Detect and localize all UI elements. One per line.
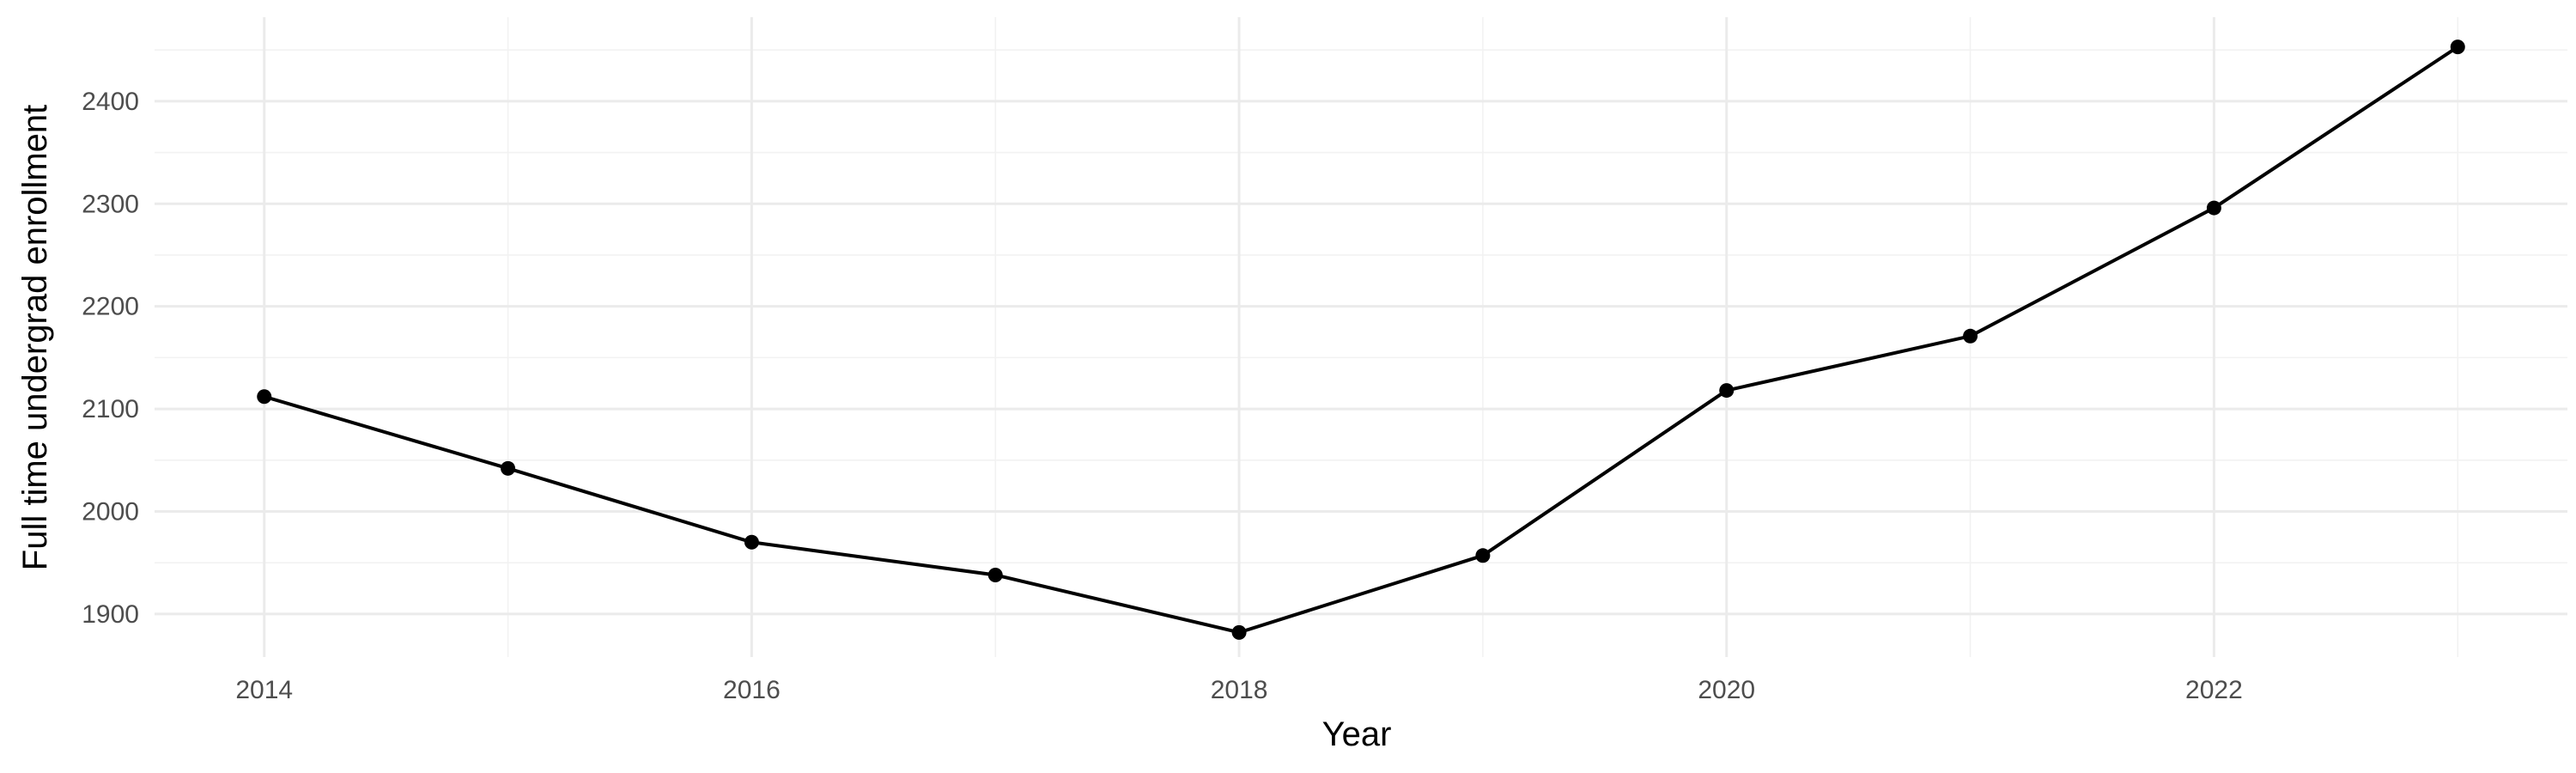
x-tick-label: 2016 — [723, 676, 781, 704]
x-axis-title: Year — [1322, 715, 1392, 753]
data-point — [1963, 328, 1978, 344]
series-layer — [257, 40, 2465, 640]
y-tick-label: 2000 — [82, 497, 139, 526]
y-axis-title: Full time undergrad enrollment — [16, 105, 54, 570]
x-tick-label: 2014 — [235, 676, 293, 704]
x-tick-label: 2020 — [1698, 676, 1755, 704]
data-point — [1719, 383, 1735, 399]
data-point — [2206, 200, 2221, 216]
x-tick-label: 2018 — [1211, 676, 1268, 704]
y-tick-label: 1900 — [82, 600, 139, 629]
y-tick-label: 2300 — [82, 190, 139, 218]
y-tick-label: 2200 — [82, 293, 139, 321]
y-tick-label: 2400 — [82, 88, 139, 116]
y-axis-tick-labels: 1900 2000 2100 2200 2300 2400 — [82, 88, 139, 629]
y-tick-label: 2100 — [82, 395, 139, 423]
minor-gridlines — [155, 17, 2567, 657]
x-axis-tick-labels: 2014 2016 2018 2020 2022 — [235, 676, 2242, 704]
data-point — [744, 534, 759, 550]
data-point — [1475, 548, 1491, 563]
data-point — [257, 389, 272, 405]
data-point — [2450, 40, 2465, 55]
series-line — [264, 45, 2459, 635]
data-point — [501, 460, 516, 476]
major-gridlines — [155, 17, 2567, 657]
data-point — [987, 567, 1003, 582]
data-point — [1231, 624, 1247, 640]
x-tick-label: 2022 — [2185, 676, 2243, 704]
